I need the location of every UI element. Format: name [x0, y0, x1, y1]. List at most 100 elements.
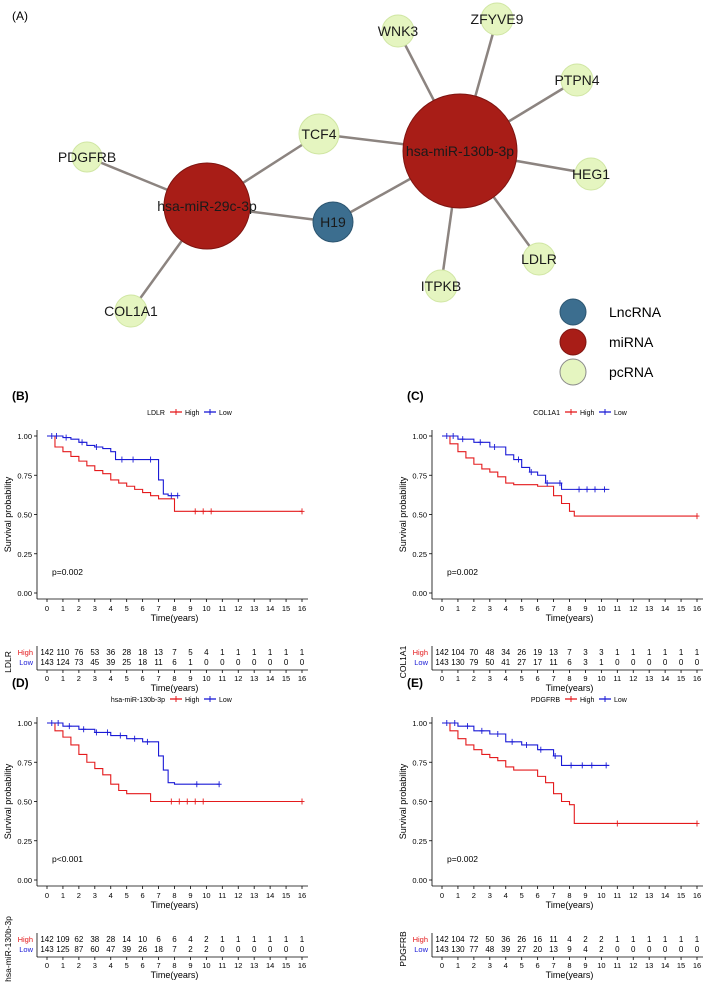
- risk-x-tick-label-pdgfrb: 6: [536, 961, 540, 970]
- node-label-wnk3: WNK3: [378, 23, 419, 39]
- risk-x-tick-label-ldlr: 11: [218, 674, 226, 683]
- risk-count-high-ldlr: 142: [40, 648, 54, 657]
- risk-count-low-col1a1: 130: [451, 658, 465, 667]
- legend-label-high-col1a1: High: [580, 410, 595, 417]
- risk-count-low-pdgfrb: 13: [549, 945, 558, 954]
- risk-count-high-col1a1: 1: [615, 648, 620, 657]
- x-tick-label-pdgfrb: 10: [597, 891, 605, 900]
- risk-row-label-low-col1a1: Low: [414, 658, 428, 667]
- risk-count-high-pdgfrb: 1: [647, 935, 652, 944]
- risk-count-high-col1a1: 34: [501, 648, 510, 657]
- risk-count-high-ldlr: 76: [74, 648, 83, 657]
- risk-count-high-ldlr: 18: [138, 648, 147, 657]
- p-value-pdgfrb: p=0.002: [447, 854, 478, 864]
- risk-x-tick-label-ldlr: 15: [282, 674, 290, 683]
- node-heg1: [574, 157, 608, 191]
- risk-x-tick-label-pdgfrb: 11: [613, 961, 621, 970]
- km-curve-low-col1a1: [442, 435, 610, 490]
- risk-count-low-ldlr: 25: [122, 658, 131, 667]
- x-tick-label-ldlr: 15: [282, 604, 290, 613]
- risk-count-low-pdgfrb: 20: [533, 945, 542, 954]
- risk-count-high-col1a1: 7: [567, 648, 572, 657]
- x-tick-label-pdgfrb: 0: [440, 891, 444, 900]
- x-tick-label-col1a1: 10: [597, 604, 605, 613]
- x-tick-label-ldlr: 11: [218, 604, 226, 613]
- risk-x-tick-label-ldlr: 16: [298, 674, 306, 683]
- node-label-zfyve9: ZFYVE9: [471, 11, 524, 27]
- node-pdgfrb: [71, 141, 103, 173]
- risk-count-high-col1a1: 1: [663, 648, 668, 657]
- risk-x-tick-label-ldlr: 7: [156, 674, 160, 683]
- risk-count-low-col1a1: 143: [435, 658, 449, 667]
- risk-x-tick-label-pdgfrb: 10: [597, 961, 605, 970]
- risk-count-high-pdgfrb: 72: [469, 935, 478, 944]
- risk-count-low-ldlr: 124: [56, 658, 70, 667]
- risk-row-label-low-hsa-mir-130b-3p: Low: [19, 945, 33, 954]
- risk-x-tick-label-pdgfrb: 9: [583, 961, 587, 970]
- risk-count-low-ldlr: 11: [154, 658, 163, 667]
- x-tick-label-pdgfrb: 8: [567, 891, 571, 900]
- risk-row-label-low-ldlr: Low: [19, 658, 33, 667]
- risk-x-tick-label-col1a1: 2: [472, 674, 476, 683]
- legend-label-pcrna: pcRNA: [609, 364, 654, 380]
- risk-x-tick-label-ldlr: 3: [93, 674, 97, 683]
- x-tick-label-pdgfrb: 15: [677, 891, 685, 900]
- risk-count-high-pdgfrb: 2: [599, 935, 604, 944]
- risk-count-low-ldlr: 0: [236, 658, 241, 667]
- risk-count-low-col1a1: 3: [583, 658, 588, 667]
- x-tick-label-col1a1: 6: [536, 604, 540, 613]
- risk-x-tick-label-hsa-mir-130b-3p: 10: [202, 961, 210, 970]
- risk-count-high-pdgfrb: 1: [679, 935, 684, 944]
- legend-swatch-mirna: [559, 328, 587, 356]
- risk-count-low-ldlr: 0: [300, 658, 305, 667]
- legend-swatch-pcrna: [559, 358, 587, 386]
- risk-count-low-hsa-mir-130b-3p: 0: [252, 945, 257, 954]
- risk-count-high-col1a1: 19: [533, 648, 542, 657]
- risk-count-high-col1a1: 1: [695, 648, 700, 657]
- node-label-ldlr: LDLR: [521, 251, 557, 267]
- x-tick-label-pdgfrb: 14: [661, 891, 669, 900]
- risk-x-tick-label-ldlr: 5: [125, 674, 129, 683]
- risk-count-low-hsa-mir-130b-3p: 0: [220, 945, 225, 954]
- risk-x-tick-label-col1a1: 3: [488, 674, 492, 683]
- risk-count-high-hsa-mir-130b-3p: 38: [90, 935, 99, 944]
- risk-x-tick-label-col1a1: 10: [597, 674, 605, 683]
- risk-x-tick-label-col1a1: 15: [677, 674, 685, 683]
- risk-count-low-col1a1: 6: [567, 658, 572, 667]
- panel-label-a: (A): [12, 9, 28, 23]
- legend-label-low-ldlr: Low: [219, 410, 233, 417]
- risk-count-high-pdgfrb: 4: [567, 935, 572, 944]
- risk-x-tick-label-ldlr: 13: [250, 674, 258, 683]
- y-tick-label-ldlr: 0.50: [17, 511, 32, 520]
- y-axis-label-ldlr: Survival probability: [3, 476, 13, 552]
- risk-count-high-ldlr: 1: [268, 648, 273, 657]
- risk-count-high-hsa-mir-130b-3p: 1: [236, 935, 241, 944]
- risk-x-tick-label-ldlr: 1: [61, 674, 65, 683]
- risk-count-low-hsa-mir-130b-3p: 87: [74, 945, 83, 954]
- x-tick-label-hsa-mir-130b-3p: 2: [77, 891, 81, 900]
- legend-title-hsa-mir-130b-3p: hsa-miR-130b-3p: [111, 697, 165, 704]
- x-tick-label-hsa-mir-130b-3p: 6: [141, 891, 145, 900]
- risk-count-high-col1a1: 1: [647, 648, 652, 657]
- risk-x-axis-label-col1a1: Time(years): [546, 683, 594, 693]
- risk-count-high-ldlr: 1: [284, 648, 289, 657]
- y-tick-label-ldlr: 0.75: [17, 471, 32, 480]
- p-value-col1a1: p=0.002: [447, 567, 478, 577]
- risk-count-low-col1a1: 0: [647, 658, 652, 667]
- risk-x-tick-label-col1a1: 14: [661, 674, 669, 683]
- x-tick-label-ldlr: 5: [125, 604, 129, 613]
- risk-x-tick-label-hsa-mir-130b-3p: 1: [61, 961, 65, 970]
- risk-count-high-hsa-mir-130b-3p: 142: [40, 935, 54, 944]
- x-tick-label-hsa-mir-130b-3p: 16: [298, 891, 306, 900]
- risk-count-low-hsa-mir-130b-3p: 18: [154, 945, 163, 954]
- risk-x-tick-label-pdgfrb: 5: [520, 961, 524, 970]
- y-axis-label-hsa-mir-130b-3p: Survival probability: [3, 763, 13, 839]
- x-tick-label-pdgfrb: 1: [456, 891, 460, 900]
- x-tick-label-hsa-mir-130b-3p: 1: [61, 891, 65, 900]
- risk-count-low-col1a1: 17: [533, 658, 542, 667]
- risk-count-high-hsa-mir-130b-3p: 109: [56, 935, 70, 944]
- node-label-mir130b: hsa-miR-130b-3p: [406, 143, 514, 159]
- risk-x-tick-label-ldlr: 6: [141, 674, 145, 683]
